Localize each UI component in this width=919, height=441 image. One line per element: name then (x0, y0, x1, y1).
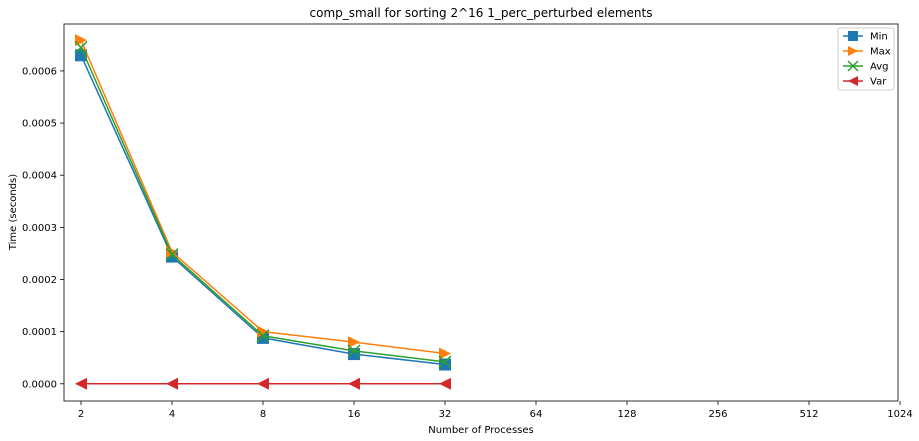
legend-label-avg: Avg (870, 62, 889, 73)
data-point-var (166, 377, 178, 390)
y-tick-label: 0.0001 (22, 327, 57, 338)
legend-label-min: Min (870, 32, 888, 43)
data-point-max (439, 347, 451, 360)
data-point-avg (256, 329, 270, 343)
series-avg (74, 40, 452, 369)
y-axis-title: Time (seconds) (8, 174, 19, 251)
series-line-max (80, 39, 446, 355)
legend-marker-avg (847, 60, 859, 72)
data-point-avg (347, 344, 361, 358)
x-tick-label: 2 (78, 409, 84, 420)
x-tick-label: 16 (348, 409, 361, 420)
y-tick-label: 0.0004 (22, 171, 57, 182)
data-point-avg (438, 355, 452, 369)
x-axis-title: Number of Processes (428, 425, 533, 436)
chart-title: comp_small for sorting 2^16 1_perc_pertu… (310, 6, 653, 20)
plot-frame (63, 23, 899, 402)
legend-item-var: Var (843, 76, 887, 88)
x-tick-label: 4 (169, 409, 175, 420)
data-point-max (257, 325, 269, 338)
legend-marker-min (848, 31, 858, 41)
data-point-var (348, 377, 360, 390)
series-var (75, 377, 451, 390)
legend-item-avg: Avg (843, 60, 889, 73)
x-tick-label: 128 (617, 409, 636, 420)
series-layer (74, 34, 452, 390)
data-point-max (348, 336, 360, 349)
x-axis: 2 4 8 16 32 64 128 256 512 1024 (78, 401, 913, 420)
data-point-var (439, 377, 451, 390)
x-tick-label: 1024 (887, 409, 912, 420)
y-tick-label: 0.0006 (22, 66, 57, 77)
x-tick-label: 32 (439, 409, 452, 420)
x-tick-label: 512 (799, 409, 818, 420)
legend-label-max: Max (870, 47, 891, 58)
x-tick-label: 64 (530, 409, 543, 420)
data-point-min (75, 49, 87, 62)
y-tick-label: 0.0005 (22, 119, 57, 130)
legend-label-var: Var (870, 77, 887, 88)
data-point-var (257, 377, 269, 390)
y-tick-label: 0.0000 (22, 379, 57, 390)
x-tick-label: 256 (708, 409, 727, 420)
legend-item-max: Max (843, 46, 891, 58)
series-line-min (80, 54, 446, 366)
legend-item-min: Min (843, 31, 888, 43)
legend-box (837, 27, 895, 91)
y-tick-label: 0.0002 (22, 275, 57, 286)
data-point-var (75, 377, 87, 390)
series-line-avg (80, 47, 446, 363)
y-tick-label: 0.0003 (22, 223, 57, 234)
series-min (75, 49, 451, 371)
data-point-min (439, 358, 451, 371)
data-point-avg (74, 40, 88, 54)
series-max (75, 34, 451, 360)
data-point-max (75, 34, 87, 47)
y-axis: 0.0000 0.0001 0.0002 0.0003 0.0004 0.0005 0.00… (22, 66, 64, 390)
data-point-avg (165, 247, 179, 262)
legend: Min Max Avg Var (837, 27, 895, 91)
legend-marker-max (848, 46, 858, 56)
x-tick-label: 8 (260, 409, 266, 420)
legend-marker-var (848, 76, 858, 86)
